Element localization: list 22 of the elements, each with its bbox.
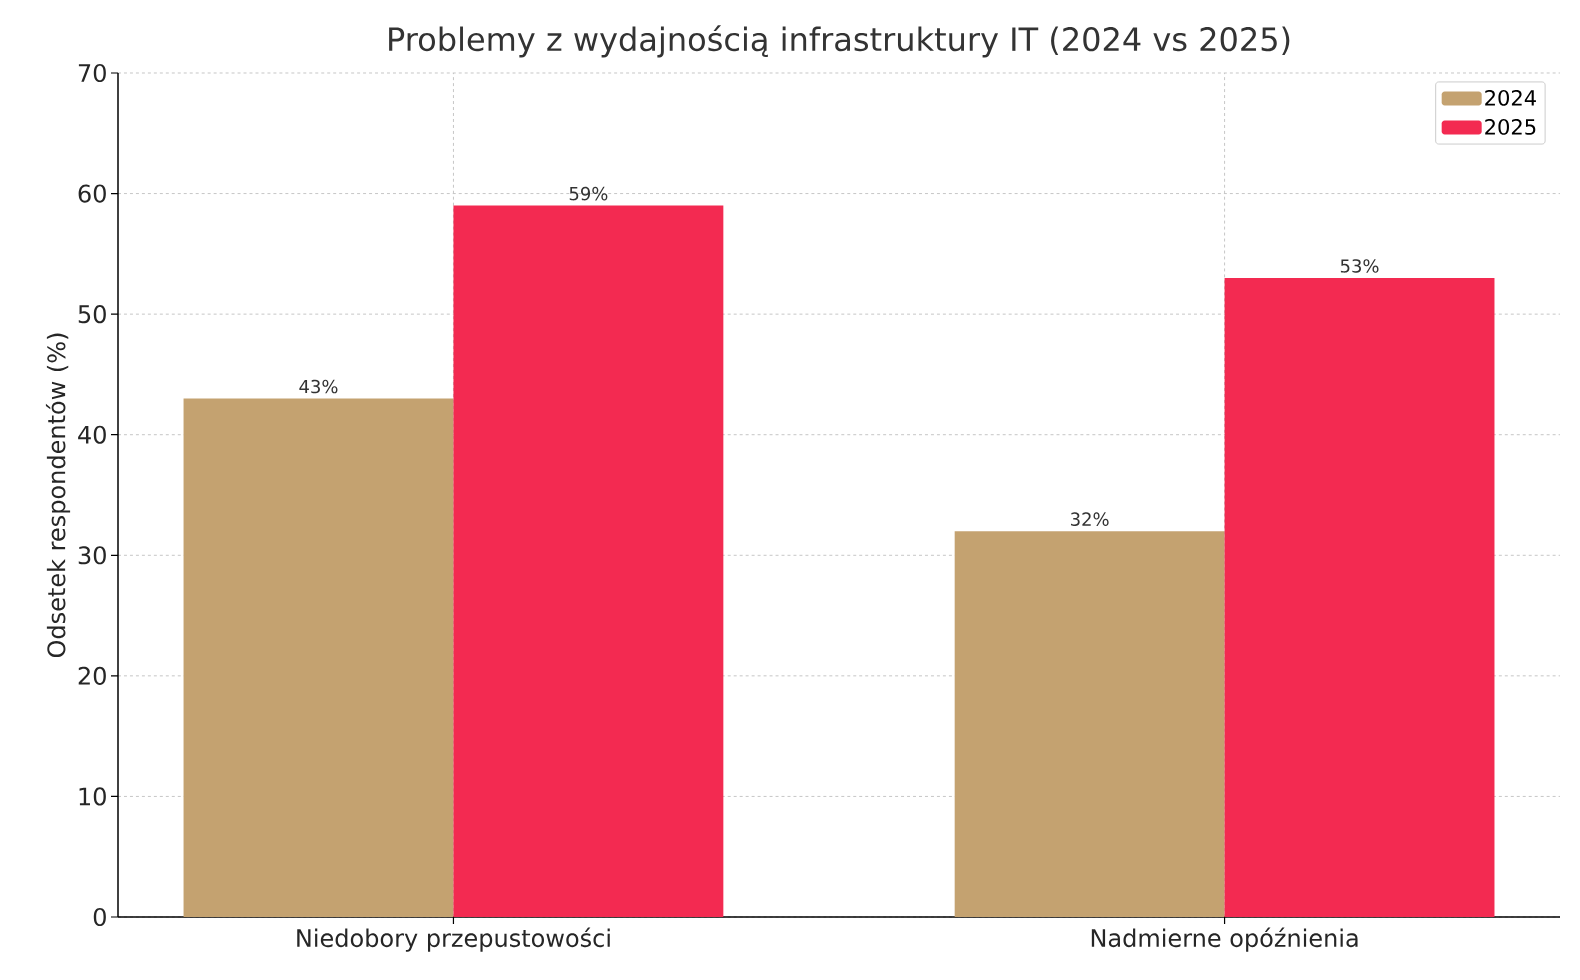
y-tick-label: 50	[78, 305, 106, 324]
x-tick-label: Nadmierne opóźnienia	[1091, 927, 1358, 952]
data-label: 43%	[299, 379, 338, 394]
bar	[453, 205, 724, 917]
bar	[1224, 277, 1495, 917]
data-label: 32%	[1071, 512, 1109, 526]
y-tick-label: 60	[78, 184, 106, 203]
legend-label: 2025	[1485, 118, 1536, 135]
x-tick-label: Niedobory przepustowości	[297, 927, 610, 952]
y-tick-label: 40	[78, 425, 106, 444]
y-tick-label: 30	[78, 546, 106, 565]
y-tick-label: 10	[79, 787, 106, 806]
y-tick-label: 70	[78, 63, 106, 83]
legend-label: 2024	[1485, 89, 1536, 106]
y-tick-label: 0	[93, 907, 106, 927]
y-tick-label: 20	[78, 666, 106, 685]
bar	[954, 531, 1225, 917]
y-axis-title: Odsetek respondentów (%)	[45, 333, 71, 658]
chart-title: Problemy z wydajnością infrastruktury IT (2024 vs 2025)	[389, 25, 1290, 58]
data-label: 53%	[1340, 259, 1379, 273]
bar	[183, 398, 454, 917]
data-label: 59%	[569, 186, 608, 201]
